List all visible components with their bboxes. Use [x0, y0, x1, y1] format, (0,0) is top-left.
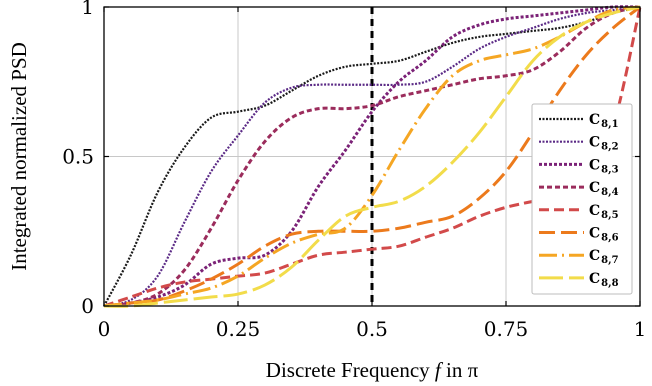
series-line-8-2 — [103, 5, 641, 308]
x-tick-label: 1 — [634, 317, 647, 341]
legend-entry: C8,7 — [539, 248, 619, 266]
legend-entry: C8,2 — [539, 135, 619, 153]
x-tick-label: 0.75 — [484, 317, 529, 341]
x-axis-title-suffix: in π — [441, 358, 479, 382]
y-tick-label: 0 — [81, 294, 94, 318]
legend-label: C8,8 — [589, 271, 619, 289]
y-axis-ticks: 00.51 — [62, 0, 640, 318]
legend-entry: C8,8 — [539, 271, 619, 289]
legend-label: C8,6 — [589, 226, 619, 244]
x-tick-label: 0.25 — [216, 317, 261, 341]
legend-label: C8,5 — [589, 203, 619, 221]
legend-label: C8,2 — [589, 135, 619, 153]
x-axis-title-variable: f — [435, 358, 444, 382]
legend-items: C8,1 C8,2 C8,3 C8,4 C8,5 C8,6 C8,7 C8,8 — [539, 112, 619, 289]
series-line-8-7 — [103, 5, 641, 308]
series-line-8-8 — [103, 5, 641, 308]
legend-label: C8,7 — [589, 248, 619, 266]
y-tick-label: 0.5 — [62, 145, 94, 169]
y-axis-title: Integrated normalized PSD — [7, 42, 31, 271]
legend-entry: C8,4 — [539, 180, 619, 198]
series-line-8-6 — [103, 5, 641, 308]
legend-label: C8,4 — [589, 180, 619, 198]
x-axis-ticks: 0 0.25 0.5 0.75 1 — [98, 7, 647, 341]
x-axis-title-prefix: Discrete Frequency — [266, 358, 435, 382]
y-tick-label: 1 — [81, 0, 94, 19]
legend-entry: C8,5 — [539, 203, 619, 221]
series-line-8-1 — [103, 5, 641, 307]
legend-label: C8,1 — [589, 112, 619, 130]
legend-label: C8,3 — [589, 157, 619, 175]
x-tick-label: 0.5 — [356, 317, 388, 341]
legend-entry: C8,6 — [539, 226, 619, 244]
legend-entry: C8,1 — [539, 112, 619, 130]
x-axis-title: Discrete Frequency f in π — [266, 358, 479, 382]
series-line-8-3 — [103, 5, 641, 308]
legend-entry: C8,3 — [539, 157, 619, 175]
x-tick-label: 0 — [98, 317, 111, 341]
legend: C8,1 C8,2 C8,3 C8,4 C8,5 C8,6 C8,7 C8,8 — [531, 103, 633, 295]
series-line-8-4 — [103, 5, 641, 308]
legend-box — [531, 103, 633, 295]
